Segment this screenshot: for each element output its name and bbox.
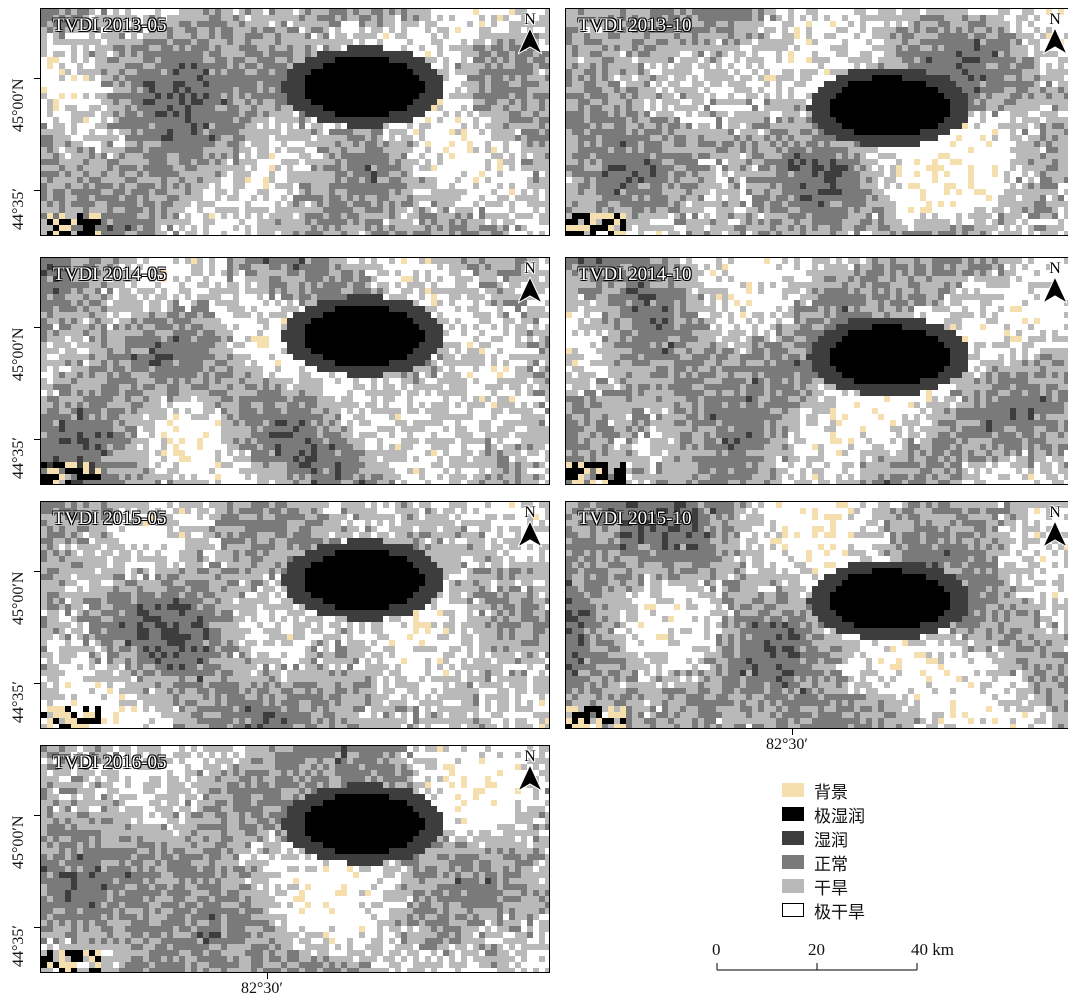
lat-label-south: 44°35′ <box>10 681 28 723</box>
map-panel-2013-10: TVDI 2013-10 N <box>565 8 1068 236</box>
lat-label-north: 45°00′N <box>10 572 28 625</box>
north-label: N <box>1040 504 1068 522</box>
legend-item-wet: 湿润 <box>782 826 865 850</box>
lat-tick <box>34 190 40 191</box>
panel-title: TVDI 2015-10 <box>578 508 691 530</box>
legend-label: 干旱 <box>814 874 848 899</box>
lat-label-north: 45°00′N <box>10 328 28 381</box>
north-label: N <box>1040 11 1068 29</box>
legend-swatch <box>782 831 804 845</box>
lon-tick <box>792 729 793 735</box>
north-arrow-icon: N <box>515 748 545 796</box>
lat-label-north: 45°00′N <box>10 79 28 132</box>
legend-label: 湿润 <box>814 826 848 851</box>
legend-swatch <box>782 783 804 797</box>
lat-tick <box>34 78 40 79</box>
legend-swatch <box>782 903 804 917</box>
lat-tick <box>34 571 40 572</box>
north-label: N <box>515 11 545 29</box>
lat-tick <box>34 927 40 928</box>
lat-tick <box>34 815 40 816</box>
lon-tick <box>267 973 268 979</box>
lon-label: 82°30′ <box>766 736 808 754</box>
map-panel-2016-05: TVDI 2016-05 N <box>40 745 550 973</box>
legend-label: 极干旱 <box>814 898 865 923</box>
north-label: N <box>515 748 545 766</box>
panel-title: TVDI 2014-10 <box>578 264 691 286</box>
tvdi-raster <box>566 9 1068 235</box>
legend-swatch <box>782 855 804 869</box>
tvdi-raster <box>41 9 549 235</box>
map-panel-2014-05: TVDI 2014-05 N <box>40 257 550 485</box>
tvdi-raster <box>41 258 549 484</box>
legend-item-background: 背景 <box>782 778 865 802</box>
north-arrow-icon: N <box>515 504 545 552</box>
legend-item-dry: 干旱 <box>782 874 865 898</box>
legend-swatch <box>782 879 804 893</box>
map-panel-2013-05: TVDI 2013-05 N <box>40 8 550 236</box>
lat-label-south: 44°35′ <box>10 925 28 967</box>
legend-label: 正常 <box>814 850 848 875</box>
legend-swatch <box>782 807 804 821</box>
legend-item-very-wet: 极湿润 <box>782 802 865 826</box>
north-label: N <box>515 504 545 522</box>
map-panel-2014-10: TVDI 2014-10 N <box>565 257 1068 485</box>
scale-label-0: 0 <box>712 940 721 960</box>
scale-label-40: 40 km <box>911 940 954 960</box>
lat-label-north: 45°00′N <box>10 816 28 869</box>
tvdi-raster <box>566 258 1068 484</box>
north-arrow-icon: N <box>1040 504 1068 552</box>
north-label: N <box>515 260 545 278</box>
legend-item-normal: 正常 <box>782 850 865 874</box>
panel-title: TVDI 2015-05 <box>53 508 166 530</box>
panel-title: TVDI 2013-05 <box>53 15 166 37</box>
legend-label: 极湿润 <box>814 802 865 827</box>
north-arrow-icon: N <box>515 260 545 308</box>
legend: 背景 极湿润 湿润 正常 干旱 极干旱 <box>782 778 865 922</box>
lon-label: 82°30′ <box>241 980 283 998</box>
tvdi-raster <box>41 502 549 728</box>
north-arrow-icon: N <box>1040 11 1068 59</box>
scale-label-20: 20 <box>808 940 825 960</box>
lat-tick <box>34 683 40 684</box>
panel-title: TVDI 2014-05 <box>53 264 166 286</box>
map-panel-2015-05: TVDI 2015-05 N <box>40 501 550 729</box>
panel-title: TVDI 2013-10 <box>578 15 691 37</box>
north-label: N <box>1040 260 1068 278</box>
north-arrow-icon: N <box>515 11 545 59</box>
scale-bar-line <box>716 963 918 971</box>
legend-item-very-dry: 极干旱 <box>782 898 865 922</box>
tvdi-raster <box>41 746 549 972</box>
lat-label-south: 44°35′ <box>10 188 28 230</box>
map-panel-2015-10: TVDI 2015-10 N <box>565 501 1068 729</box>
panel-title: TVDI 2016-05 <box>53 752 166 774</box>
legend-label: 背景 <box>814 778 848 803</box>
lat-tick <box>34 327 40 328</box>
tvdi-raster <box>566 502 1068 728</box>
scale-bar: 0 20 40 km <box>705 940 985 980</box>
lat-tick <box>34 439 40 440</box>
lat-label-south: 44°35′ <box>10 437 28 479</box>
north-arrow-icon: N <box>1040 260 1068 308</box>
